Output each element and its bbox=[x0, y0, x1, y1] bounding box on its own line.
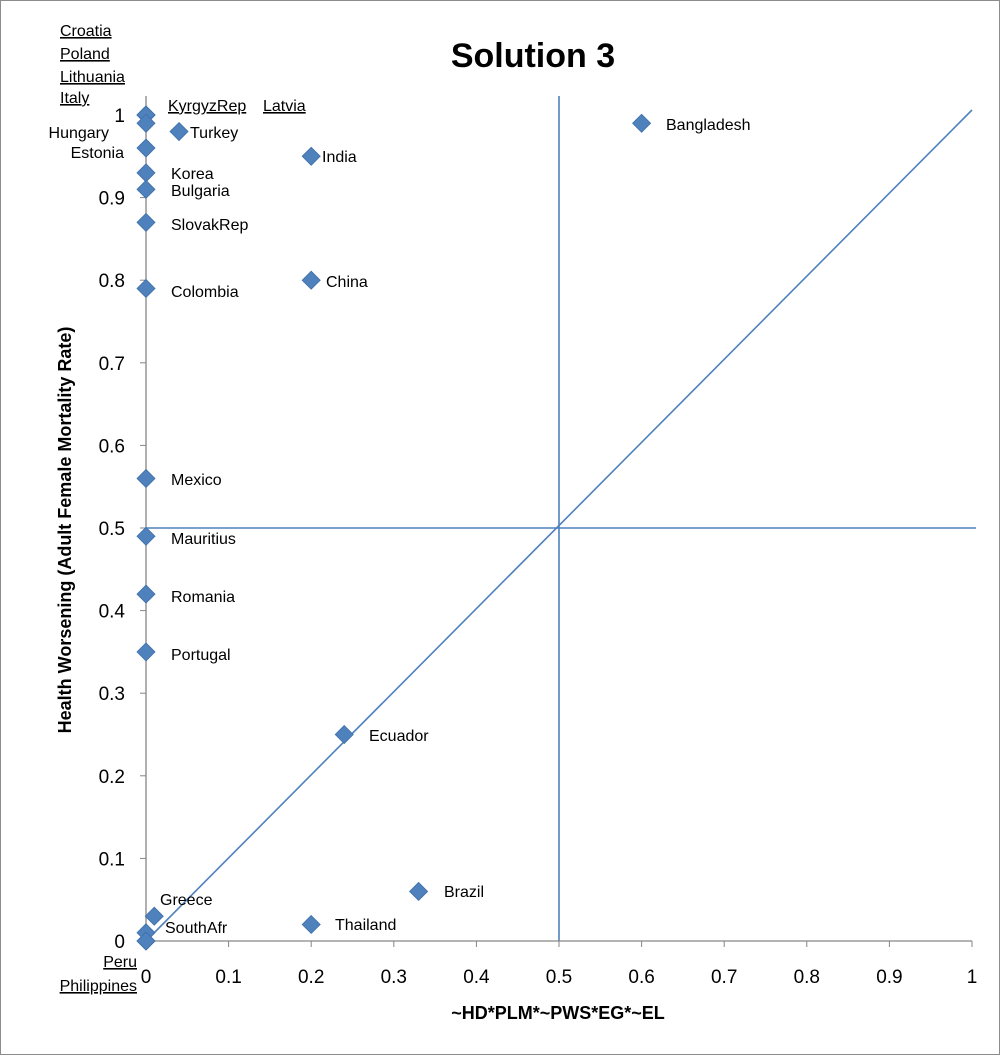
point-label-bangladesh: Bangladesh bbox=[666, 117, 751, 134]
point-label-italy: Italy bbox=[60, 90, 89, 107]
data-point-colombia bbox=[136, 278, 156, 299]
data-point-mauritius bbox=[136, 526, 156, 546]
point-label-slovakrep: SlovakRep bbox=[171, 217, 248, 234]
data-points bbox=[136, 105, 652, 951]
x-axis-label: ~HD*PLM*~PWS*EG*~EL bbox=[451, 1003, 665, 1023]
chart-title: Solution 3 bbox=[451, 37, 615, 75]
data-point-estonia bbox=[136, 138, 156, 158]
data-point-mexico bbox=[136, 468, 156, 489]
data-point-turkey bbox=[169, 121, 189, 142]
x-tick-label: 0.6 bbox=[628, 967, 654, 988]
x-tick-label: 0.2 bbox=[298, 967, 324, 988]
data-point-bangladesh bbox=[632, 113, 652, 133]
point-labels: Bangladesh Turkey India China Ecuador Brazil T… bbox=[49, 23, 751, 995]
y-tick-label: 0.4 bbox=[99, 602, 126, 623]
point-label-philippines: Philippines bbox=[60, 978, 137, 995]
tick-labels: 0 0.1 0.2 0.3 0.4 0.5 0.6 0.7 0.8 0.9 1 0 0.1 0.2 0.3 0… bbox=[99, 106, 978, 988]
data-point-bulgaria bbox=[136, 179, 156, 199]
data-point-india bbox=[301, 146, 321, 166]
data-point-greece bbox=[144, 906, 164, 926]
point-label-portugal: Portugal bbox=[171, 647, 231, 664]
x-tick-label: 0.3 bbox=[381, 967, 407, 988]
data-point-portugal bbox=[136, 642, 156, 662]
y-tick-label: 0 bbox=[114, 932, 125, 953]
data-point-romania bbox=[136, 584, 156, 604]
y-tick-label: 1 bbox=[114, 106, 125, 127]
x-tick-label: 0.1 bbox=[215, 967, 241, 988]
data-point-slovakrep bbox=[136, 212, 156, 232]
point-label-mauritius: Mauritius bbox=[171, 531, 236, 548]
data-point-brazil bbox=[409, 881, 429, 902]
y-tick-label: 0.1 bbox=[99, 849, 125, 870]
axes bbox=[140, 96, 973, 947]
x-tick-label: 0.8 bbox=[794, 967, 820, 988]
data-point-china bbox=[301, 270, 321, 290]
point-label-turkey: Turkey bbox=[190, 125, 238, 142]
point-label-croatia: Croatia bbox=[60, 23, 112, 40]
point-label-kyrgyzrep: KyrgyzRep bbox=[168, 98, 246, 115]
point-label-mexico: Mexico bbox=[171, 472, 222, 489]
data-point-korea bbox=[136, 163, 156, 183]
y-tick-label: 0.6 bbox=[99, 436, 125, 457]
y-tick-label: 0.3 bbox=[99, 684, 125, 705]
y-axis-label: Health Worsening (Adult Female Mortality… bbox=[55, 327, 75, 734]
point-label-poland: Poland bbox=[60, 46, 110, 63]
point-label-hungary: Hungary bbox=[49, 125, 109, 142]
x-tick-label: 0.4 bbox=[463, 967, 490, 988]
point-label-brazil: Brazil bbox=[444, 884, 484, 901]
point-label-lithuania: Lithuania bbox=[60, 69, 125, 86]
point-label-colombia: Colombia bbox=[171, 284, 239, 301]
reference-lines bbox=[145, 96, 976, 942]
point-label-estonia: Estonia bbox=[71, 145, 124, 162]
x-tick-label: 0 bbox=[141, 967, 152, 988]
data-point-hungary bbox=[136, 113, 156, 133]
point-label-latvia: Latvia bbox=[263, 98, 306, 115]
point-label-bulgaria: Bulgaria bbox=[171, 183, 230, 200]
point-label-greece: Greece bbox=[160, 892, 213, 909]
point-label-thailand: Thailand bbox=[335, 917, 396, 934]
y-tick-label: 0.9 bbox=[99, 189, 125, 210]
point-label-romania: Romania bbox=[171, 589, 235, 606]
point-label-peru: Peru bbox=[103, 954, 137, 971]
point-label-southafr: SouthAfr bbox=[165, 920, 228, 937]
x-tick-label: 0.7 bbox=[711, 967, 737, 988]
data-point-thailand bbox=[301, 914, 321, 935]
y-tick-label: 0.8 bbox=[99, 271, 125, 292]
x-tick-label: 0.5 bbox=[546, 967, 572, 988]
y-tick-label: 0.5 bbox=[99, 519, 125, 540]
point-label-ecuador: Ecuador bbox=[369, 728, 429, 745]
data-point-ecuador bbox=[334, 724, 354, 745]
point-label-china: China bbox=[326, 274, 368, 291]
x-tick-label: 1 bbox=[967, 967, 978, 988]
data-point-philippines bbox=[136, 931, 156, 951]
y-tick-label: 0.7 bbox=[99, 354, 125, 375]
x-tick-label: 0.9 bbox=[876, 967, 902, 988]
y-tick-label: 0.2 bbox=[99, 767, 125, 788]
reference-line-diagonal bbox=[145, 109, 973, 942]
point-label-korea: Korea bbox=[171, 166, 214, 183]
point-label-india: India bbox=[322, 149, 357, 166]
